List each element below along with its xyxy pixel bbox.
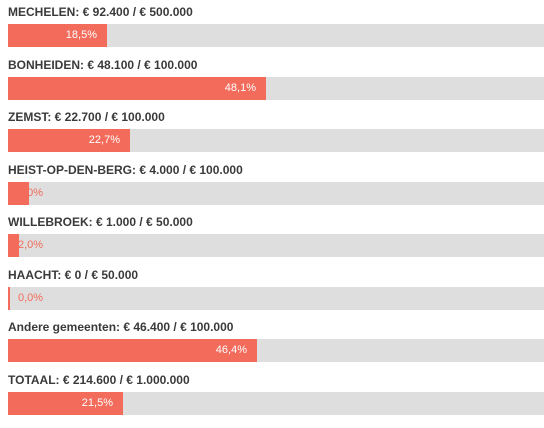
bar-percent-label: 2,0% (18, 239, 44, 251)
bar-track: 18,5% (8, 24, 544, 47)
bar-label: HEIST-OP-DEN-BERG: € 4.000 / € 100.000 (8, 162, 243, 177)
bar-fill (8, 76, 266, 100)
bar-row: MECHELEN: € 92.400 / € 500.000 18,5% (8, 4, 544, 54)
bar-row: ZEMST: € 22.700 / € 100.000 22,7% (8, 109, 544, 159)
bar-row: WILLEBROEK: € 1.000 / € 50.000 2,0% (8, 214, 544, 264)
bar-percent-label: 4,0% (18, 186, 44, 199)
bar-percent-label: 0,0% (18, 291, 44, 304)
bar-row: Andere gemeenten: € 46.400 / € 100.000 46… (8, 319, 544, 369)
bar-label: WILLEBROEK: € 1.000 / € 50.000 (8, 215, 193, 229)
bar-percent-label: 22,7% (88, 134, 120, 146)
bar-fill (8, 286, 10, 310)
bar-percent-label: 46,4% (215, 344, 247, 356)
bar-label: Andere gemeenten: € 46.400 / € 100.000 (8, 320, 234, 334)
bar-label: MECHELEN: € 92.400 / € 500.000 (8, 5, 193, 19)
bar-track: 21,5% (8, 391, 544, 415)
bar-row: BONHEIDEN: € 48.100 / € 100.000 48,1% (8, 57, 544, 107)
bar-fill (8, 129, 130, 152)
bar-track: 2,0% (8, 234, 544, 257)
bar-row: HAACHT: € 0 / € 50.000 0,0% (8, 267, 544, 317)
bar-percent-label: 21,5% (81, 396, 113, 409)
bar-track: 46,4% (8, 339, 544, 362)
bar-track: 4,0% (8, 181, 544, 205)
bar-percent-label: 48,1% (224, 81, 256, 94)
bar-fill (8, 24, 107, 47)
bar-track: 48,1% (8, 76, 544, 100)
bar-fill (8, 181, 29, 205)
bar-fill (8, 391, 123, 415)
bar-track: 22,7% (8, 129, 544, 152)
bar-row: TOTAAL: € 214.600 / € 1.000.000 21,5% (8, 372, 544, 422)
bar-percent-label: 18,5% (65, 29, 97, 41)
bar-label: HAACHT: € 0 / € 50.000 (8, 267, 139, 282)
bar-fill (8, 339, 257, 362)
bar-row: HEIST-OP-DEN-BERG: € 4.000 / € 100.000 4,… (8, 162, 544, 212)
bar-track: 0,0% (8, 286, 544, 310)
bar-label: ZEMST: € 22.700 / € 100.000 (8, 110, 165, 124)
bar-label: TOTAAL: € 214.600 / € 1.000.000 (8, 372, 190, 387)
bar-fill (8, 234, 19, 257)
bar-label: BONHEIDEN: € 48.100 / € 100.000 (8, 57, 198, 72)
